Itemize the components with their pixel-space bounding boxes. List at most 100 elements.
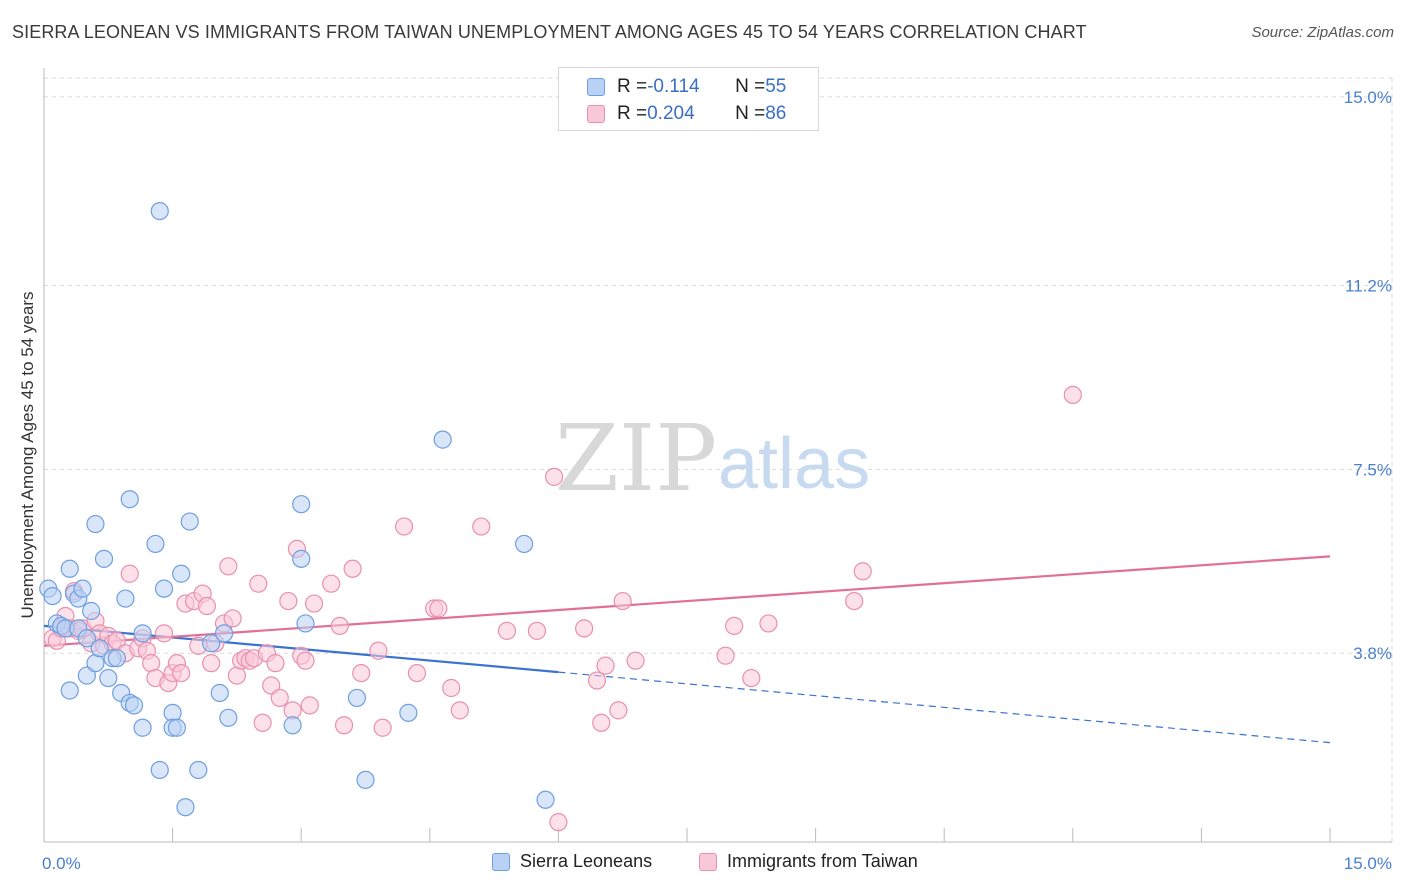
legend-r-value: -0.114 <box>647 76 700 97</box>
data-point <box>146 534 165 554</box>
data-point <box>223 609 242 628</box>
data-point <box>142 654 161 673</box>
data-point <box>219 708 238 727</box>
data-point <box>262 676 281 695</box>
axes <box>43 68 1392 843</box>
data-point <box>407 663 427 683</box>
data-point <box>394 517 414 536</box>
data-point <box>124 696 144 715</box>
watermark-atlas: atlas <box>718 424 870 504</box>
data-point <box>150 760 169 780</box>
legend-r-label: R = <box>617 103 648 124</box>
data-point <box>227 666 246 685</box>
data-point <box>150 201 169 221</box>
data-point <box>214 624 234 643</box>
data-point <box>219 557 238 576</box>
data-point <box>82 601 101 621</box>
data-point <box>399 703 418 722</box>
data-point <box>596 656 615 675</box>
data-point <box>167 718 186 737</box>
data-point <box>292 495 311 514</box>
trend-line-immigrants-from-taiwan <box>43 555 1331 647</box>
data-point <box>343 559 362 578</box>
data-point <box>43 586 62 606</box>
data-point <box>176 798 195 817</box>
data-point <box>497 621 517 640</box>
data-point <box>549 813 568 832</box>
x-tick-label: 15.0% <box>1344 854 1392 873</box>
data-point <box>472 517 491 536</box>
data-point <box>759 614 778 633</box>
y-tick-label: 15.0% <box>1344 88 1392 107</box>
watermark: ZIP atlas <box>555 405 870 512</box>
data-point <box>334 716 354 735</box>
bottom-legend-swatch-blue <box>492 852 510 871</box>
data-point <box>292 549 311 568</box>
data-point <box>249 574 268 593</box>
bottom-legend-label: Sierra Leoneans <box>520 851 653 871</box>
data-point <box>347 688 367 708</box>
data-point <box>725 616 744 636</box>
data-point <box>330 616 349 636</box>
data-point <box>154 579 174 598</box>
data-point <box>853 562 872 581</box>
series-immigrants-from-taiwan <box>43 385 1082 832</box>
data-point <box>107 649 126 668</box>
data-point <box>845 591 864 611</box>
data-point <box>322 574 341 593</box>
data-point <box>94 549 114 568</box>
data-point <box>626 651 645 670</box>
correlation-legend: R = -0.114 N = 55 R = 0.204 N = 86 <box>558 67 819 131</box>
data-point <box>99 668 118 688</box>
data-point <box>120 564 139 583</box>
data-point <box>116 589 135 608</box>
data-point <box>352 663 371 683</box>
data-point <box>266 654 285 673</box>
data-point <box>180 512 199 531</box>
data-point <box>189 760 208 780</box>
watermark-zip: ZIP <box>555 405 717 512</box>
legend-n-label: N = <box>735 76 766 97</box>
data-point <box>77 629 96 648</box>
data-point <box>442 678 461 698</box>
data-point <box>197 596 216 616</box>
data-point <box>60 559 79 578</box>
data-point <box>296 651 315 670</box>
data-point <box>429 599 448 618</box>
data-point <box>545 467 564 486</box>
legend-r-value: 0.204 <box>647 103 695 124</box>
data-point <box>133 624 152 643</box>
x-tick-label: 0.0% <box>42 854 81 873</box>
data-point <box>86 654 105 673</box>
data-point <box>202 634 221 653</box>
data-point <box>716 646 735 665</box>
data-point <box>592 713 611 732</box>
y-tick-label: 3.8% <box>1353 644 1392 663</box>
data-point <box>154 624 174 643</box>
data-point <box>536 790 555 809</box>
trend-line-extension-sierra-leoneans <box>558 671 1331 744</box>
legend-row-immigrants-from-taiwan: R = 0.204 N = 86 <box>559 100 786 128</box>
data-point <box>253 713 272 732</box>
data-point <box>587 671 607 690</box>
data-point <box>283 716 302 735</box>
bottom-legend-immigrants-from-taiwan: Immigrants from Taiwan <box>699 851 918 872</box>
data-point <box>369 641 388 660</box>
data-point <box>515 534 534 554</box>
data-point <box>172 663 191 683</box>
data-point <box>450 701 469 720</box>
legend-row-sierra-leoneans: R = -0.114 N = 55 <box>559 73 786 101</box>
data-point <box>77 666 96 685</box>
data-point <box>373 718 392 737</box>
legend-n-value: 86 <box>765 103 787 124</box>
source-label: Source: ZipAtlas.com <box>1251 24 1394 41</box>
data-point <box>609 701 628 720</box>
data-point <box>270 688 289 708</box>
tick-labels: 3.8% 7.5% 11.2% 15.0% 0.0% 15.0% <box>42 88 1392 873</box>
data-point <box>1063 385 1082 405</box>
legend-swatch-pink <box>587 105 605 123</box>
data-point <box>279 591 298 611</box>
data-point <box>73 579 92 598</box>
y-tick-label: 7.5% <box>1353 460 1392 479</box>
data-point <box>86 514 105 534</box>
